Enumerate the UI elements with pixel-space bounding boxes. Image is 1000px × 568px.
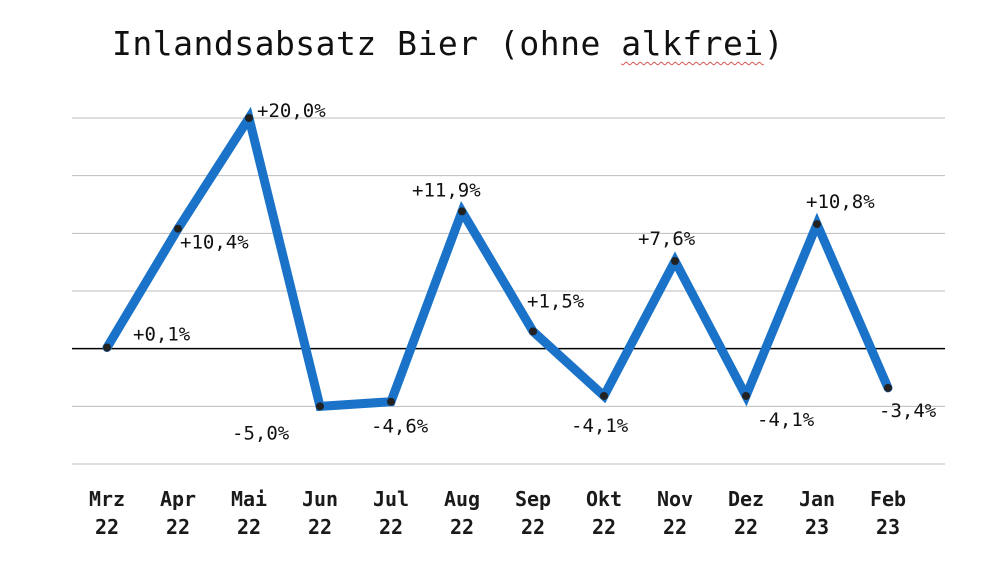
x-tick-year: 22: [592, 515, 616, 539]
data-point: [387, 397, 395, 406]
x-tick-month: Jul: [373, 487, 409, 511]
series-line-group: [102, 106, 893, 412]
data-point: [884, 383, 892, 392]
x-tick-month: Nov: [657, 487, 693, 511]
data-markers: [103, 114, 892, 411]
data-labels: +0,1% +10,4% +20,0% -5,0% -4,6% +11,9% +1,5% -4…: [133, 100, 937, 444]
data-label: -3,4%: [879, 400, 937, 422]
data-point: [600, 391, 608, 400]
x-tick-month: Feb: [870, 487, 906, 511]
data-point: [671, 257, 679, 266]
data-point: [742, 391, 750, 400]
data-point: [245, 114, 253, 122]
x-tick-month: Mai: [231, 487, 267, 511]
x-tick-month: Aug: [444, 487, 480, 511]
series-line: [102, 106, 893, 412]
x-tick-month: Apr: [160, 487, 196, 511]
x-tick-year: 22: [237, 515, 261, 539]
title-prefix: Inlandsabsatz Bier (ohne: [112, 24, 622, 63]
x-tick-year: 22: [166, 515, 190, 539]
data-point: [458, 207, 466, 216]
x-tick-year: 22: [521, 515, 545, 539]
x-axis-ticks: Mrz 22 Apr 22 Mai 22 Jun 22 Jul 22 Aug 22 Sep 22 Okt 22…: [89, 487, 906, 539]
data-label: +10,8%: [806, 191, 875, 213]
x-tick-year: 23: [805, 515, 829, 539]
data-label: +0,1%: [133, 324, 191, 346]
title-suffix: ): [763, 24, 785, 63]
title-marked-word: alkfrei: [621, 24, 764, 63]
chart-title: Inlandsabsatz Bier (ohne alkfrei): [112, 24, 784, 63]
data-label: +7,6%: [638, 228, 696, 250]
data-label: +10,4%: [180, 232, 249, 254]
data-label: -5,0%: [232, 422, 290, 444]
data-point: [529, 327, 537, 336]
x-tick-year: 22: [734, 515, 758, 539]
data-point: [174, 224, 182, 233]
data-point: [813, 220, 821, 229]
data-label: +1,5%: [527, 290, 585, 312]
x-tick-month: Sep: [515, 487, 551, 511]
data-label: +11,9%: [412, 179, 481, 201]
data-point: [103, 343, 111, 352]
x-tick-month: Dez: [728, 487, 764, 511]
x-tick-month: Mrz: [89, 487, 125, 511]
data-label: -4,1%: [757, 409, 815, 431]
x-tick-month: Okt: [586, 487, 622, 511]
data-label: -4,6%: [371, 416, 429, 438]
x-tick-month: Jan: [799, 487, 835, 511]
x-tick-month: Jun: [302, 487, 338, 511]
data-point: [316, 402, 324, 411]
x-tick-year: 22: [95, 515, 119, 539]
data-label: -4,1%: [571, 415, 629, 437]
x-tick-year: 22: [663, 515, 687, 539]
x-tick-year: 22: [308, 515, 332, 539]
x-tick-year: 23: [876, 515, 900, 539]
x-tick-year: 22: [450, 515, 474, 539]
data-label: +20,0%: [257, 100, 326, 122]
x-tick-year: 22: [379, 515, 403, 539]
